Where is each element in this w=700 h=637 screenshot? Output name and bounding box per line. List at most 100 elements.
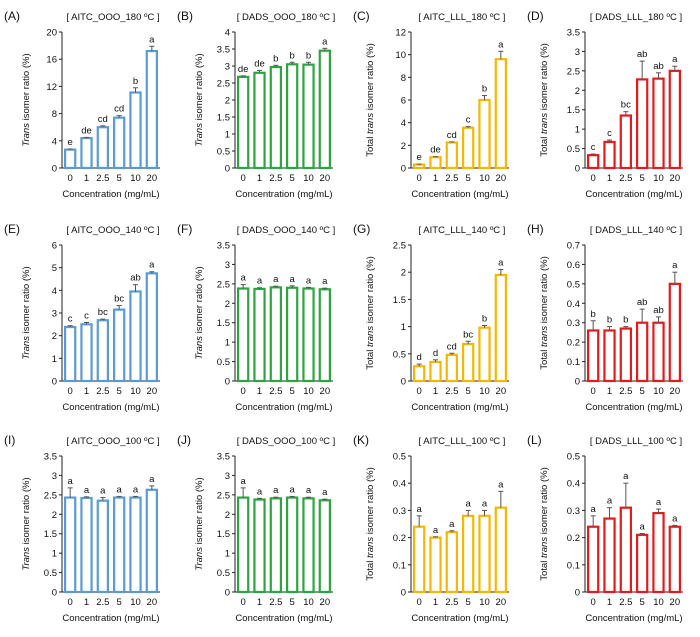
y-axis-title-prefix: Total: [365, 134, 376, 157]
x-axis-title: Concentration (mg/mL): [411, 613, 508, 624]
y-axis-title: Trans isomer ratio (%): [21, 266, 32, 359]
x-tick-label: 20: [670, 173, 681, 184]
x-tick-label: 2.5: [96, 386, 109, 397]
x-tick-label: 5: [117, 597, 122, 608]
bar: [286, 496, 299, 594]
bar: [413, 365, 426, 383]
bar: [494, 273, 507, 383]
x-tick-label: 0: [591, 386, 596, 397]
x-tick-label: 1: [257, 597, 262, 608]
significance-letter: b: [607, 315, 612, 326]
bar: [145, 488, 158, 594]
bar: [286, 63, 299, 170]
y-tick-label: 3.5: [217, 45, 230, 56]
y-tick-label: 10: [395, 50, 406, 61]
panel-title: [ DADS_LLL_100 ºC ]: [590, 436, 682, 447]
bar: [96, 126, 109, 170]
bar: [445, 141, 458, 170]
x-tick-label: 10: [479, 597, 490, 608]
y-tick-label: 1.5: [44, 529, 57, 540]
y-axis-title-italic: Trans: [21, 123, 32, 147]
panel-0: (A) [ AITC_OOO_180 ºC ] 0 4 8 12 16 20 e 0 de 1 cd 2.…: [4, 9, 160, 200]
significance-letter: cd: [447, 341, 457, 352]
x-tick-label: 2.5: [445, 173, 458, 184]
y-tick-label: 3: [225, 62, 230, 73]
significance-letter: a: [149, 260, 155, 271]
significance-letter: a: [273, 485, 279, 496]
significance-letter: b: [273, 53, 278, 64]
x-tick-label: 2.5: [96, 173, 109, 184]
significance-letter: a: [241, 273, 247, 284]
y-tick-label: 4: [401, 118, 406, 129]
significance-letter: de: [238, 64, 249, 75]
x-tick-label: 1: [607, 386, 612, 397]
y-axis-title-rest: isomer ratio (%): [194, 477, 205, 547]
y-axis-title: Total trans isomer ratio (%): [539, 467, 550, 581]
x-tick-label: 0: [417, 597, 422, 608]
significance-letter: a: [607, 496, 613, 507]
bar: [286, 286, 299, 383]
x-tick-label: 1: [257, 386, 262, 397]
panel-11: (L) [ DADS_LLL_100 ºC ] 0 0.1 0.2 0.3 0.4 0.5 a 0…: [527, 433, 683, 624]
x-tick-label: 5: [290, 386, 295, 397]
bar: [429, 360, 442, 383]
x-tick-label: 20: [320, 173, 331, 184]
y-axis-title: Trans isomer ratio (%): [21, 53, 32, 146]
panel-label: (D): [527, 9, 544, 23]
x-tick-label: 20: [670, 386, 681, 397]
y-tick-label: 0.2: [393, 533, 406, 544]
significance-letter: a: [241, 476, 247, 487]
bar: [237, 287, 250, 383]
bar: [619, 327, 632, 383]
significance-letter: a: [433, 525, 439, 536]
panel-title: [ DADS_OOO_140 ºC ]: [237, 225, 336, 236]
significance-letter: cd: [447, 130, 457, 141]
panel-title: [ AITC_LLL_100 ºC ]: [419, 436, 506, 447]
y-tick-label: 2: [401, 141, 406, 152]
y-tick-label: 0.4: [393, 479, 406, 490]
y-tick-label: 2.5: [393, 241, 406, 252]
x-axis-title: Concentration (mg/mL): [585, 402, 682, 413]
bar: [603, 140, 616, 170]
y-tick-label: 2: [225, 96, 230, 107]
bar: [445, 353, 458, 383]
y-tick-label: 0.1: [567, 560, 580, 571]
significance-letter: ab: [637, 297, 648, 308]
y-tick-label: 1: [225, 549, 230, 560]
x-tick-label: 5: [466, 386, 471, 397]
x-tick-label: 0: [417, 386, 422, 397]
bar: [302, 63, 315, 170]
y-tick-label: 20: [46, 28, 57, 39]
y-axis-title: Total trans isomer ratio (%): [365, 256, 376, 370]
bar: [96, 499, 109, 594]
significance-letter: a: [306, 275, 312, 286]
significance-letter: a: [100, 486, 106, 497]
significance-letter: a: [84, 485, 90, 496]
x-tick-label: 1: [433, 597, 438, 608]
y-tick-label: 1.5: [217, 318, 230, 329]
y-tick-label: 0.4: [567, 479, 580, 490]
y-tick-label: 1: [575, 125, 580, 136]
x-tick-label: 5: [466, 173, 471, 184]
panel-label: (I): [4, 433, 15, 447]
x-tick-label: 20: [320, 386, 331, 397]
significance-letter: de: [81, 125, 92, 136]
bar: [429, 536, 442, 594]
x-tick-label: 1: [257, 173, 262, 184]
significance-letter: c: [466, 115, 471, 126]
x-tick-label: 20: [320, 597, 331, 608]
y-tick-label: 0: [52, 377, 57, 388]
x-axis-title: Concentration (mg/mL): [235, 402, 332, 413]
significance-letter: a: [257, 276, 263, 287]
panel-label: (B): [177, 9, 193, 23]
x-axis-title: Concentration (mg/mL): [62, 402, 159, 413]
x-axis-title: Concentration (mg/mL): [235, 613, 332, 624]
panel-title: [ AITC_OOO_100 ºC ]: [66, 436, 159, 447]
panel-10: (K) [ AITC_LLL_100 ºC ] 0 0.1 0.2 0.3 0.4 0.5 a 0…: [353, 433, 509, 624]
y-axis-title-italic: Trans: [21, 547, 32, 571]
y-axis-title-italic: Trans: [194, 336, 205, 360]
bar: [478, 514, 491, 594]
y-tick-label: 3.5: [44, 452, 57, 463]
bar: [64, 325, 77, 383]
panel-7: (H) [ DADS_LLL_140 ºC ] 0 0.1 0.2 0.3 0.4 0.5 0.…: [527, 222, 683, 413]
